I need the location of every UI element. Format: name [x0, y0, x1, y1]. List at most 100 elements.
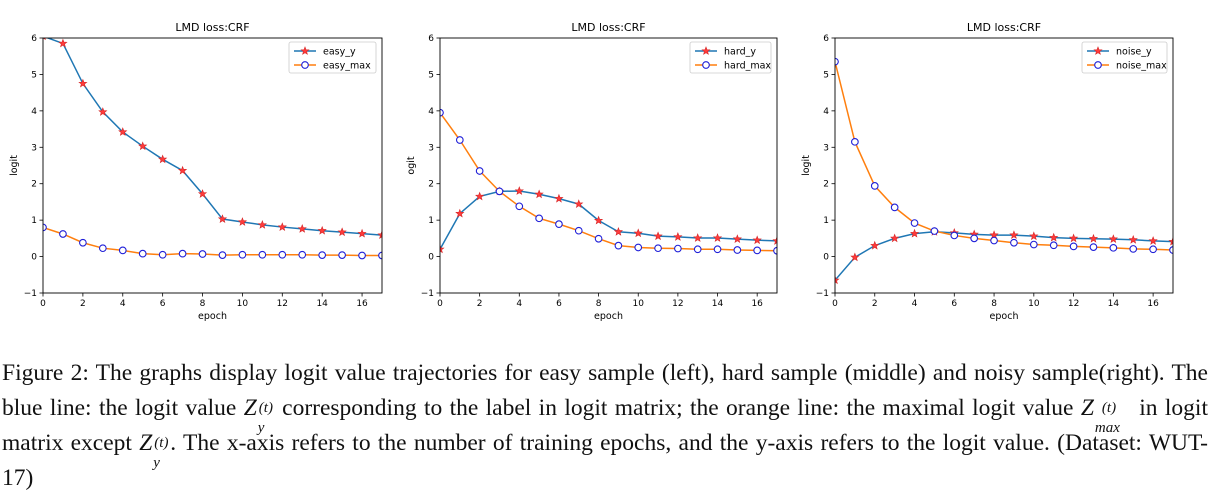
data-point-noise_y [870, 240, 880, 250]
y-tick-label: 2 [31, 180, 37, 190]
data-point-easy_y [197, 189, 208, 198]
data-point-noise_max [1029, 240, 1038, 249]
legend-label-easy_max: easy_max [323, 61, 371, 72]
data-point-noise_max [910, 219, 919, 227]
data-point-noise_y [1029, 231, 1039, 241]
legend-label-hard_y: hard_y [724, 47, 756, 58]
data-point-easy_max [338, 251, 346, 259]
x-tick-label: 4 [912, 299, 918, 309]
data-point-noise_max [870, 182, 879, 190]
data-point-noise_max [990, 236, 998, 245]
y-tick-label: −1 [816, 289, 829, 299]
data-point-easy_y [78, 78, 88, 88]
y-tick-label: 3 [31, 143, 37, 153]
legend: noise_y noise_max [1081, 41, 1168, 74]
caption-text-1: Figure 2: The graphs display logit value… [2, 360, 1208, 421]
y-tick-label: −1 [24, 289, 37, 299]
x-tick-label: 2 [872, 299, 878, 309]
data-point-hard_max [773, 246, 777, 255]
x-tick-label: 12 [277, 299, 288, 309]
data-point-hard_y [613, 226, 624, 236]
data-point-noise_max [1089, 243, 1098, 251]
chart-title: LMD loss:CRF [967, 21, 1041, 34]
data-point-noise_max [950, 231, 959, 240]
data-point-easy_max [158, 250, 167, 259]
data-point-easy_y [177, 165, 188, 175]
x-tick-label: 2 [477, 299, 483, 309]
data-point-easy_max [378, 251, 382, 260]
data-point-easy_max [318, 251, 327, 259]
y-axis-label: ogit [406, 156, 417, 174]
data-point-hard_y [455, 208, 465, 218]
data-point-noise_y [909, 228, 920, 238]
y-axis-label: logit [9, 155, 20, 176]
x-tick-label: 16 [356, 299, 368, 309]
x-tick-label: 6 [951, 299, 957, 309]
x-tick-label: 10 [237, 299, 249, 309]
data-point-easy_y [337, 227, 347, 237]
x-tick-label: 10 [1028, 299, 1040, 309]
x-tick-label: 0 [40, 299, 46, 309]
legend: easy_y easy_max [288, 41, 377, 74]
data-point-hard_max [654, 244, 662, 253]
data-point-hard_y [693, 233, 703, 242]
data-point-hard_y [772, 236, 777, 245]
data-point-noise_y [1049, 232, 1059, 242]
data-point-noise_y [890, 233, 900, 243]
legend-marker-easy_max [301, 61, 309, 69]
data-point-hard_max [733, 246, 742, 254]
legend-marker-noise_max [1094, 61, 1102, 69]
x-tick-label: 4 [516, 299, 522, 309]
y-tick-label: 1 [823, 216, 829, 226]
data-point-noise_y [1128, 234, 1138, 244]
caption-text-4: . The x-axis refers to the number of tra… [2, 430, 1208, 491]
y-tick-label: 1 [31, 216, 37, 226]
y-tick-label: 1 [428, 216, 434, 226]
data-point-noise_y [1009, 230, 1019, 239]
data-point-easy_y [377, 230, 382, 239]
legend: hard_y hard_max [689, 41, 771, 74]
x-tick-label: 8 [200, 299, 206, 309]
data-point-noise_y [1088, 233, 1099, 243]
legend-label-noise_y: noise_y [1116, 47, 1152, 58]
data-point-noise_max [890, 203, 899, 212]
x-axis-label: epoch [594, 311, 623, 322]
data-point-noise_max [1049, 241, 1058, 250]
chart-title: LMD loss:CRF [571, 21, 645, 34]
data-point-noise_y [1168, 236, 1173, 246]
data-point-hard_max [475, 167, 484, 175]
data-point-easy_y [217, 214, 228, 223]
plot-frame [42, 37, 383, 294]
data-point-easy_y [58, 38, 68, 48]
data-point-hard_y [752, 235, 762, 245]
data-point-hard_max [594, 234, 603, 243]
y-tick-label: 3 [428, 143, 434, 153]
data-point-hard_y [673, 232, 683, 241]
legend-marker-hard_max [702, 61, 710, 69]
y-tick-label: 2 [428, 180, 434, 190]
x-tick-label: 6 [556, 299, 562, 309]
caption-text-3: in logit matrix except [2, 395, 1208, 456]
data-point-noise_y [835, 275, 840, 285]
chart-title: LMD loss:CRF [175, 21, 249, 34]
x-tick-label: 16 [1147, 299, 1159, 309]
series-line-easy_y [45, 38, 382, 236]
data-point-noise_max [1010, 238, 1018, 247]
data-point-hard_max [614, 241, 623, 250]
legend-marker-noise_y [1093, 46, 1103, 55]
series-line-hard_y [440, 190, 777, 250]
legend-label-noise_max: noise_max [1116, 61, 1167, 72]
data-point-easy_max [59, 230, 67, 238]
y-tick-label: 5 [31, 70, 37, 80]
figure-caption: Figure 2: The graphs display logit value… [2, 356, 1208, 496]
x-tick-label: 12 [1068, 299, 1079, 309]
data-point-hard_y [440, 244, 445, 254]
y-tick-label: 6 [31, 34, 37, 44]
y-tick-label: 0 [823, 253, 829, 263]
data-point-hard_max [574, 226, 583, 235]
y-tick-label: 3 [823, 143, 829, 153]
data-point-noise_y [1108, 234, 1118, 244]
